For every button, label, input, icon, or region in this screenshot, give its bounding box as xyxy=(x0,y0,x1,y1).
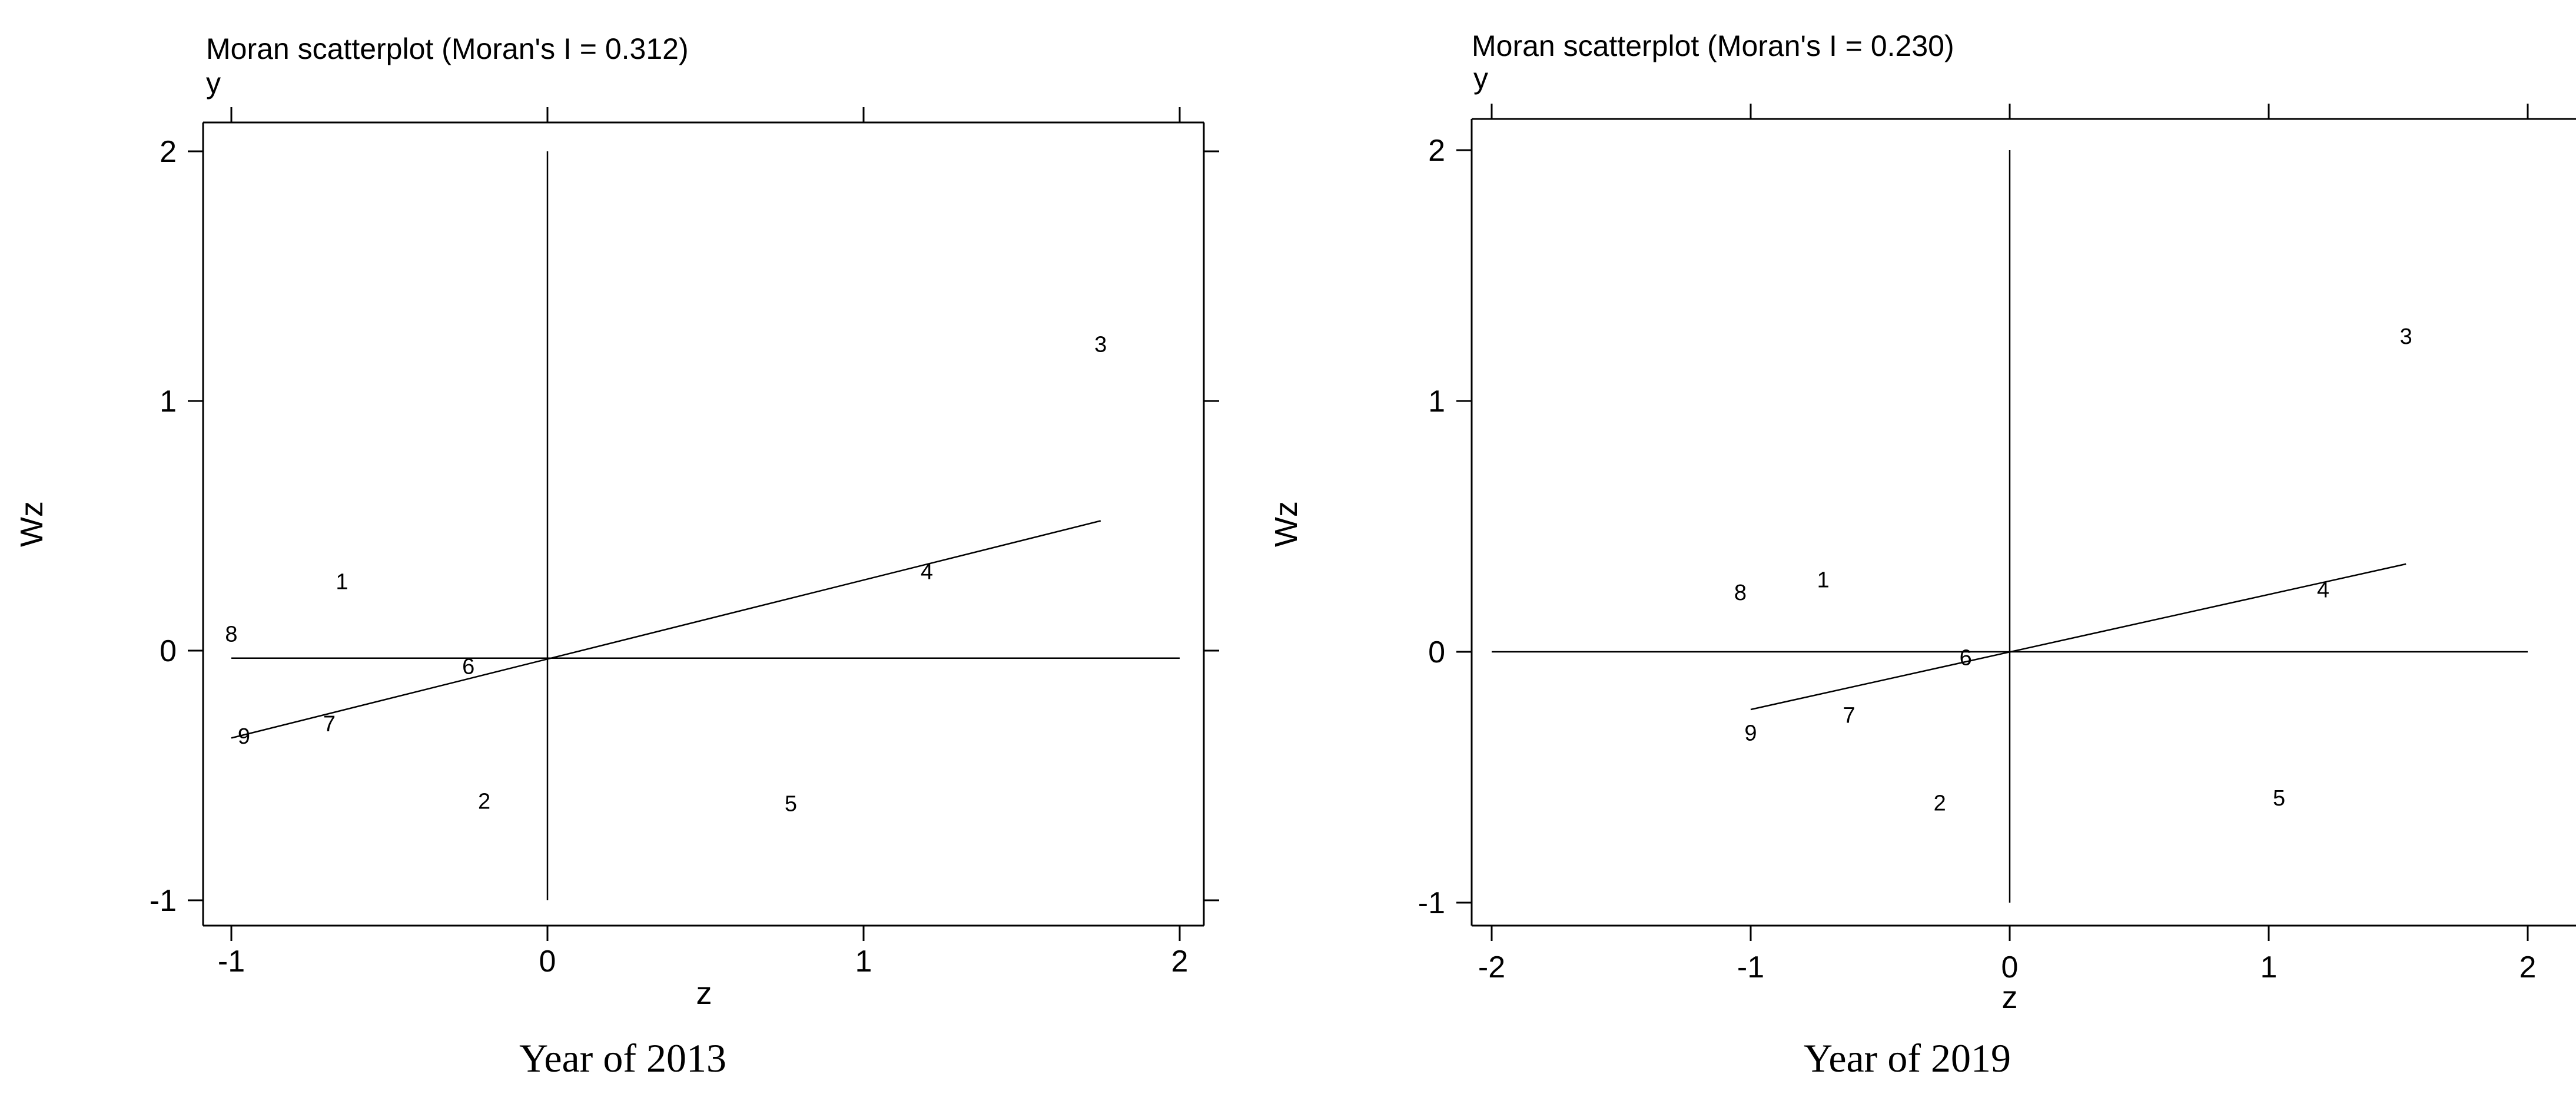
x-tick-label: 2 xyxy=(2519,950,2537,984)
figure-caption: Year of 2013 xyxy=(519,1036,726,1080)
point-label: 1 xyxy=(336,569,348,594)
figure-caption: Year of 2019 xyxy=(1804,1036,2011,1080)
x-tick-label: 1 xyxy=(2260,950,2278,984)
point-label: 1 xyxy=(1817,568,1830,592)
point-label: 6 xyxy=(462,654,474,679)
y-tick-label: 1 xyxy=(1428,384,1445,419)
variable-label: y xyxy=(1473,62,1488,95)
y-tick-label: 0 xyxy=(160,634,177,668)
panel-2013: -1 0 1 2 -1 0 1 2 1 2 3 4 5 6 7 8 9 Moran scatterplot (Mo… xyxy=(14,32,1219,1080)
chart-title: Moran scatterplot (Moran's I = 0.230) xyxy=(1472,29,1954,62)
x-tick-label: -1 xyxy=(1737,950,1764,984)
point-label: 7 xyxy=(1843,704,1855,728)
point-label: 9 xyxy=(1744,721,1757,745)
y-tick-label: 1 xyxy=(160,384,177,419)
point-label: 3 xyxy=(2400,324,2412,349)
y-axis-label: Wz xyxy=(1269,501,1304,547)
x-tick-label: 2 xyxy=(1171,944,1189,979)
y-axis-label: Wz xyxy=(14,501,49,547)
point-label: 5 xyxy=(785,792,797,817)
x-tick-label: 0 xyxy=(539,944,556,979)
y-tick-label: 2 xyxy=(1428,134,1445,168)
x-tick-label: -1 xyxy=(218,944,245,979)
point-label: 8 xyxy=(1734,581,1747,605)
x-axis-label: z xyxy=(2002,980,2018,1015)
point-label: 9 xyxy=(238,724,250,749)
x-tick-label: 0 xyxy=(2001,950,2019,984)
x-tick-label: 1 xyxy=(855,944,872,979)
point-label: 5 xyxy=(2273,786,2285,811)
point-label: 3 xyxy=(1094,332,1107,357)
panel-2019: -2 -1 0 1 2 -1 0 1 2 1 2 3 4 5 6 7 8 9 Moran scatterplot (… xyxy=(1269,29,2576,1080)
y-tick-label: 0 xyxy=(1428,635,1445,669)
variable-label: y xyxy=(206,67,221,100)
point-label: 8 xyxy=(225,622,237,647)
chart-title: Moran scatterplot (Moran's I = 0.312) xyxy=(206,32,689,65)
point-label: 6 xyxy=(1960,646,1972,671)
point-label: 2 xyxy=(478,789,490,814)
y-tick-label: 2 xyxy=(160,135,177,169)
fit-line xyxy=(231,520,1101,739)
x-tick-label: -2 xyxy=(1478,950,1505,984)
y-tick-label: -1 xyxy=(1418,886,1445,920)
x-axis-label: z xyxy=(696,976,712,1011)
fit-line xyxy=(1750,563,2406,711)
point-label: 2 xyxy=(1934,791,1946,816)
point-label: 4 xyxy=(2317,578,2329,603)
point-label: 7 xyxy=(323,712,336,737)
y-tick-label: -1 xyxy=(150,884,177,918)
point-label: 4 xyxy=(921,559,933,584)
